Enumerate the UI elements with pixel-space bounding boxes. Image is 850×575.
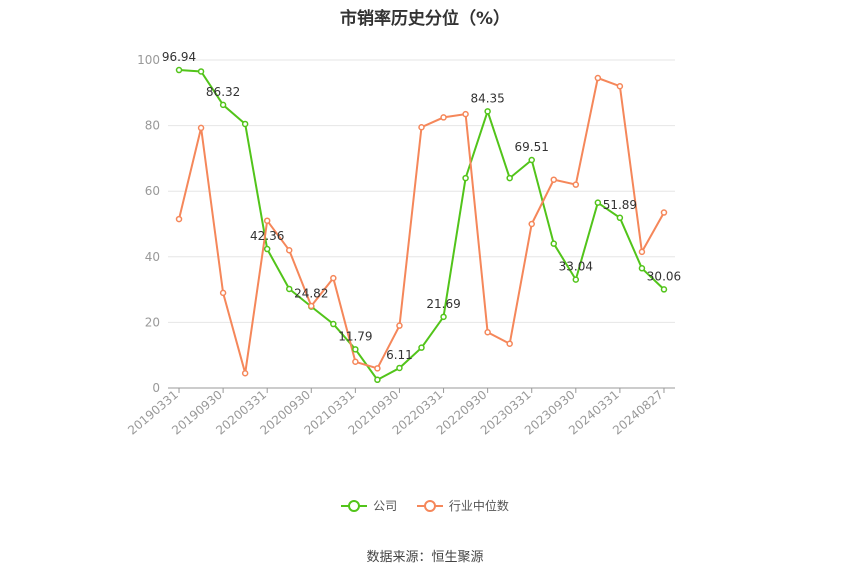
- data-label: 30.06: [647, 269, 681, 283]
- industry-median-point: [374, 365, 381, 372]
- industry-median-point: [550, 176, 558, 183]
- legend-label-industry-median: 行业中位数: [448, 499, 509, 513]
- industry-median-point: [175, 215, 183, 223]
- data-label: 6.11: [386, 348, 413, 362]
- company-point: [572, 276, 580, 283]
- company-point: [550, 240, 558, 247]
- y-tick-label: 100: [137, 53, 160, 67]
- data-label: 11.79: [338, 329, 372, 343]
- company-point: [219, 101, 227, 109]
- industry-median-point: [594, 74, 602, 82]
- legend-item-industry-median[interactable]: 行业中位数: [416, 497, 509, 514]
- company-point: [462, 174, 469, 182]
- data-label: 86.32: [206, 85, 240, 99]
- company-point: [396, 364, 403, 372]
- industry-median-point: [241, 369, 249, 377]
- company-point: [506, 174, 513, 182]
- company-point: [418, 344, 425, 351]
- data-label: 21.69: [426, 297, 460, 311]
- industry-median-point: [616, 82, 624, 90]
- data-source: 数据来源：恒生聚源: [366, 550, 484, 565]
- data-label: 42.36: [250, 229, 284, 243]
- industry-median-point: [396, 322, 403, 329]
- industry-median-point: [197, 124, 205, 132]
- industry-median-point: [285, 246, 293, 254]
- industry-median-point: [572, 181, 580, 188]
- company-point: [484, 108, 491, 115]
- company-point: [241, 120, 249, 128]
- industry-median-point: [219, 289, 227, 297]
- y-tick-label: 80: [145, 119, 160, 133]
- industry-median-point: [506, 340, 513, 347]
- industry-median-point: [352, 358, 359, 366]
- company-point: [352, 346, 359, 353]
- industry-median-point: [462, 110, 469, 118]
- industry-median-point: [308, 302, 315, 310]
- data-label: 24.82: [294, 287, 328, 301]
- chart-title: 市销率历史分位（%）: [339, 9, 511, 29]
- industry-median-point: [263, 217, 271, 224]
- industry-median-point: [660, 209, 668, 216]
- company-point: [285, 285, 293, 293]
- company-point: [263, 245, 271, 253]
- data-label: 33.04: [559, 260, 593, 274]
- data-label: 51.89: [603, 198, 637, 212]
- industry-median-point: [528, 220, 535, 228]
- industry-median-point: [638, 248, 646, 256]
- company-point: [197, 68, 205, 75]
- line-chart: 0204060801002019033120190930202003312020…: [125, 50, 681, 438]
- y-tick-label: 40: [145, 250, 160, 264]
- industry-median-point: [418, 123, 425, 131]
- industry-median-point: [440, 114, 447, 121]
- data-label: 84.35: [470, 91, 504, 105]
- chart-legend: 公司 行业中位数: [0, 497, 850, 516]
- data-label: 69.51: [515, 140, 549, 154]
- legend-swatch-industry-median: [416, 499, 443, 513]
- data-label: 96.94: [162, 50, 196, 64]
- company-point: [616, 214, 624, 222]
- company-point: [528, 156, 535, 164]
- industry-median-point: [484, 328, 491, 336]
- industry-median-point: [330, 274, 337, 282]
- company-point: [594, 199, 602, 206]
- company-point: [330, 320, 337, 328]
- y-tick-label: 20: [145, 315, 160, 329]
- company-point: [660, 286, 668, 293]
- legend-item-company[interactable]: 公司: [341, 497, 397, 514]
- y-tick-label: 0: [152, 381, 160, 395]
- company-point: [440, 313, 447, 321]
- company-point: [374, 376, 381, 384]
- company-point: [638, 265, 646, 272]
- legend-swatch-company: [341, 499, 368, 513]
- legend-label-company: 公司: [373, 499, 398, 513]
- y-tick-label: 60: [145, 184, 160, 198]
- company-point: [175, 66, 183, 74]
